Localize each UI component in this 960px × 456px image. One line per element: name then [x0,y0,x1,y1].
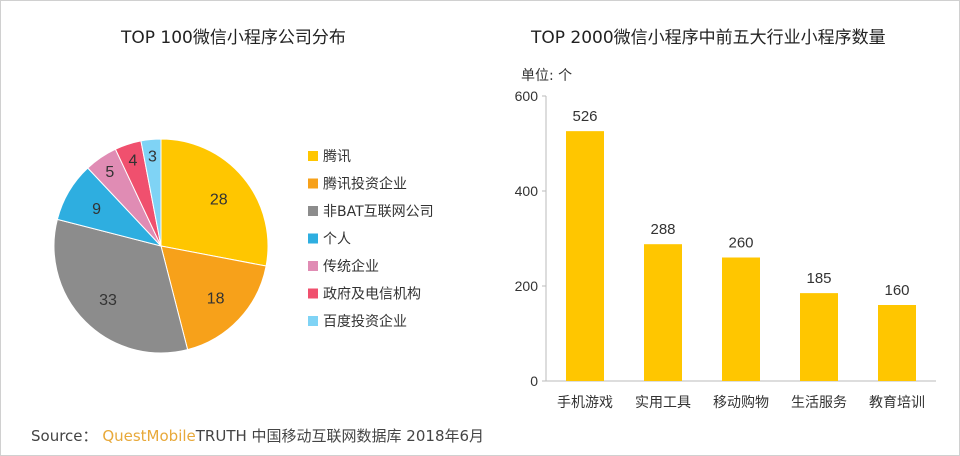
bar-title: TOP 2000微信小程序中前五大行业小程序数量 [531,28,886,48]
bar-data-label: 526 [572,108,597,125]
bar-data-label: 160 [884,282,909,299]
pie-data-label: 3 [148,148,157,165]
legend-swatch [308,261,318,271]
pie-data-label: 5 [105,164,114,181]
legend-label: 个人 [323,232,351,248]
pie-slice [53,218,189,354]
legend-label: 腾讯投资企业 [323,176,407,193]
legend-label: 传统企业 [323,258,379,275]
legend-swatch [308,233,318,244]
unit-label: 单位: 个 [521,68,572,84]
x-tick-label: 生活服务 [791,395,847,411]
x-tick-label: 移动购物 [713,395,769,411]
legend-label: 百度投资企业 [323,313,407,330]
legend-swatch [308,206,318,216]
pie-data-label: 28 [210,191,228,208]
legend-label: 非BAT互联网公司 [323,204,434,220]
bar [800,293,838,381]
x-tick-label: 实用工具 [635,395,691,411]
source-text: TRUTH 中国移动互联网数据库 2018年6月 [195,427,485,445]
bar-data-label: 185 [806,270,831,287]
bar [644,244,682,381]
pie-data-label: 18 [207,290,225,307]
y-tick-label: 400 [515,183,539,199]
bar-data-label: 288 [650,221,675,238]
pie-data-label: 9 [92,201,101,218]
pie-data-label: 33 [99,292,117,309]
bar [722,257,760,381]
legend-swatch [308,316,318,326]
pie-data-label: 4 [128,153,137,170]
source-brand: QuestMobile [102,427,196,445]
pie-slice [140,138,162,247]
y-tick-label: 200 [515,278,539,294]
source-note: Source： QuestMobileTRUTH 中国移动互联网数据库 2018… [31,425,484,446]
y-tick-label: 0 [530,373,538,389]
pie-slice [160,138,269,267]
x-tick-label: 教育培训 [869,395,925,411]
source-prefix: Source： [31,427,98,445]
pie-title: TOP 100微信小程序公司分布 [121,28,346,48]
bar-data-label: 260 [728,235,753,252]
legend-label: 腾讯 [323,148,351,165]
legend-swatch [308,178,318,189]
legend-swatch [308,288,318,299]
legend-label: 政府及电信机构 [323,287,421,303]
x-tick-label: 手机游戏 [557,395,613,411]
pie-slice [160,245,267,351]
legend-swatch [308,151,318,161]
bar [566,131,604,381]
y-tick-label: 600 [515,88,539,104]
bar [878,305,916,381]
